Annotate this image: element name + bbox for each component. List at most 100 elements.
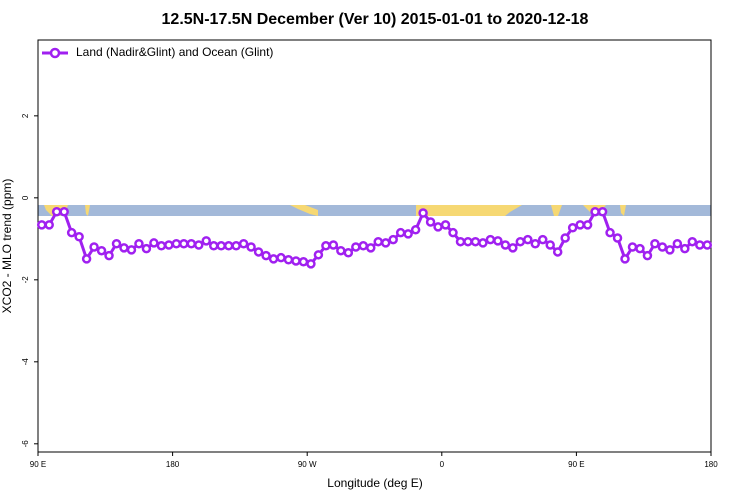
data-point: [605, 227, 615, 238]
data-point: [149, 238, 159, 248]
ocean-band: [38, 205, 711, 216]
data-point: [440, 220, 451, 230]
data-point: [388, 234, 398, 245]
data-point: [455, 236, 466, 247]
data-point: [336, 245, 346, 256]
data-point: [418, 208, 428, 218]
data-point: [253, 247, 264, 257]
land-patch: [290, 205, 318, 216]
series-line: [41, 210, 708, 266]
y-tick-label: -6: [21, 440, 30, 448]
x-tick-label: 0: [440, 460, 445, 469]
legend-marker: [49, 47, 61, 59]
data-point: [642, 250, 653, 261]
data-point: [208, 241, 219, 251]
legend-label: Land (Nadir&Glint) and Ocean (Glint): [76, 45, 273, 59]
data-point: [597, 207, 608, 217]
x-axis-label: Longitude (deg E): [327, 476, 422, 490]
data-point: [89, 242, 99, 252]
data-point: [485, 234, 496, 245]
data-point: [395, 227, 406, 238]
data-point: [672, 238, 683, 249]
data-point: [545, 240, 555, 250]
data-point: [268, 254, 279, 264]
data-point: [515, 236, 526, 247]
data-point: [358, 241, 369, 251]
data-point: [51, 207, 62, 217]
data-point: [403, 229, 413, 239]
chart-title: 12.5N-17.5N December (Ver 10) 2015-01-01…: [162, 11, 589, 28]
land-patch: [416, 205, 522, 216]
data-point: [463, 236, 473, 247]
data-point: [328, 240, 339, 250]
data-point: [380, 238, 391, 248]
data-point: [66, 227, 77, 238]
x-tick-label: 180: [704, 460, 718, 469]
data-point: [104, 250, 114, 261]
data-point: [493, 236, 503, 246]
data-point: [620, 254, 630, 264]
data-point: [111, 238, 122, 249]
data-point: [373, 236, 383, 247]
data-point: [448, 227, 458, 238]
x-tick-label: 90 E: [30, 460, 46, 469]
data-point: [552, 247, 563, 257]
x-tick-label: 180: [166, 460, 180, 469]
data-point: [81, 254, 92, 264]
data-point: [575, 220, 585, 230]
data-point: [223, 241, 234, 251]
data-point: [134, 238, 144, 249]
x-tick-label: 90 E: [568, 460, 584, 469]
data-point: [231, 241, 241, 251]
data-point: [186, 238, 197, 249]
y-tick-label: 2: [21, 113, 30, 118]
data-point: [433, 222, 443, 232]
data-point: [351, 242, 361, 252]
data-point: [119, 243, 129, 253]
data-point: [141, 243, 152, 254]
data-point: [680, 243, 690, 254]
land-patch: [85, 205, 90, 216]
data-point: [164, 240, 174, 250]
y-axis-label: XCO2 - MLO trend (ppm): [0, 179, 14, 314]
data-point: [126, 245, 137, 255]
y-tick-label: -2: [21, 276, 30, 284]
data-point: [612, 233, 623, 243]
land-patch: [620, 205, 626, 216]
data-point: [306, 259, 316, 269]
data-point: [321, 241, 331, 251]
data-point: [343, 248, 354, 258]
data-point: [283, 254, 294, 265]
data-point: [194, 240, 204, 250]
data-point: [478, 238, 488, 248]
data-point: [261, 250, 271, 261]
data-point: [201, 236, 211, 246]
data-point: [96, 245, 107, 256]
land-ocean-strip: [38, 205, 711, 216]
data-point: [530, 238, 541, 249]
data-point: [590, 207, 600, 217]
data-point: [216, 241, 226, 251]
data-point: [366, 243, 376, 253]
data-point: [44, 220, 54, 230]
data-point: [567, 223, 578, 233]
y-tick-label: 0: [21, 195, 30, 200]
x-tick-label: 90 W: [298, 460, 317, 469]
data-point: [500, 240, 511, 250]
data-point: [560, 233, 570, 243]
data-point: [627, 242, 638, 252]
data-point: [246, 242, 256, 252]
land-patch: [551, 205, 562, 216]
data-point: [313, 250, 324, 260]
data-point: [59, 207, 69, 217]
data-point: [410, 225, 421, 235]
data-point: [657, 242, 668, 252]
data-point: [635, 243, 645, 254]
data-point: [238, 238, 249, 249]
data-point: [291, 256, 301, 266]
data-point: [179, 238, 189, 249]
data-point: [276, 252, 286, 263]
y-tick-label: -4: [21, 358, 30, 366]
data-point: [171, 238, 182, 249]
data-point: [36, 220, 47, 230]
